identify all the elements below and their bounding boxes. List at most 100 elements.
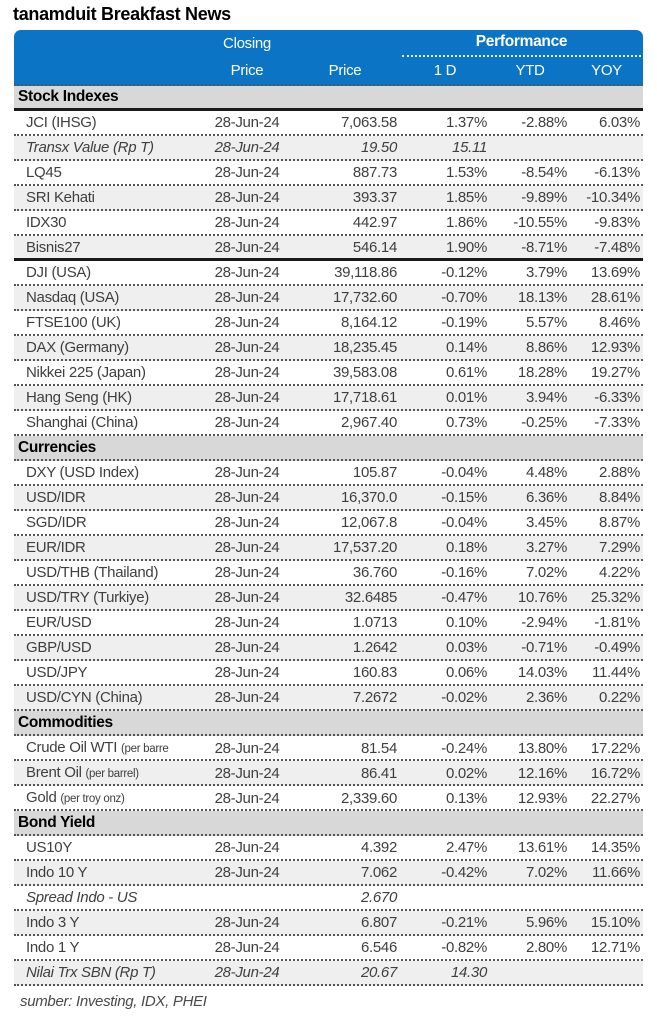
row-label: Nasdaq (USA) <box>26 289 120 306</box>
row-label-unit: (per barrel) <box>85 768 140 780</box>
section-header-stock-indexes: Stock Indexes <box>14 86 643 111</box>
row-date: 28-Jun-24 <box>214 239 280 256</box>
table-header-row-2: Price Price 1 D YTD YOY <box>14 57 643 84</box>
row-1d: 0.03% <box>445 639 487 656</box>
row-yoy: 28.61% <box>590 289 640 306</box>
row-price: 1.0713 <box>352 614 397 631</box>
row-date: 28-Jun-24 <box>214 314 280 331</box>
row-ytd: 12.16% <box>517 765 567 782</box>
row-date: 28-Jun-24 <box>214 139 280 156</box>
row-date: 28-Jun-24 <box>214 389 280 406</box>
row-yoy: 16.72% <box>590 765 640 782</box>
row-label: Bisnis27 <box>26 239 81 256</box>
row-yoy: 12.71% <box>590 939 640 956</box>
row-1d: -0.15% <box>441 489 487 506</box>
row-date: 28-Jun-24 <box>214 689 280 706</box>
row-date: 28-Jun-24 <box>214 264 280 281</box>
row-yoy: -7.48% <box>594 239 640 256</box>
row-1d: -0.16% <box>441 564 487 581</box>
row-date: 28-Jun-24 <box>214 414 280 431</box>
table-row: EUR/USD 28-Jun-24 1.0713 0.10% -2.94% -1.81% <box>14 611 643 636</box>
table-row: Crude Oil WTI (per barre 28-Jun-24 81.54 -0… <box>14 736 643 761</box>
row-1d: -0.21% <box>441 914 487 931</box>
row-1d: -0.42% <box>441 864 487 881</box>
row-1d: 1.53% <box>445 164 487 181</box>
table-row: Nikkei 225 (Japan) 28-Jun-24 39,583.08 0.61… <box>14 361 643 386</box>
row-price: 6.546 <box>360 939 397 956</box>
row-1d: 0.06% <box>445 664 487 681</box>
row-yoy: -7.33% <box>594 414 640 431</box>
row-label: Brent Oil (per barrel) <box>26 764 140 781</box>
row-price: 1.2642 <box>352 639 397 656</box>
row-label: JCI (IHSG) <box>26 114 97 131</box>
row-date: 28-Jun-24 <box>214 289 280 306</box>
table-row: US10Y 28-Jun-24 4.392 2.47% 13.61% 14.35% <box>14 836 643 861</box>
row-label: FTSE100 (UK) <box>26 314 121 331</box>
row-yoy: -10.34% <box>586 189 640 206</box>
row-ytd: 13.61% <box>517 839 567 856</box>
row-1d: -0.47% <box>441 589 487 606</box>
row-1d: 0.02% <box>445 765 487 782</box>
row-yoy: 8.87% <box>598 514 640 531</box>
row-yoy: 25.32% <box>590 589 640 606</box>
section-header-commodities: Commodities <box>14 711 643 736</box>
row-1d: 0.73% <box>445 414 487 431</box>
row-1d: -0.70% <box>441 289 487 306</box>
row-date: 28-Jun-24 <box>214 639 280 656</box>
table-row: Transx Value (Rp T) 28-Jun-24 19.50 15.11 <box>14 136 643 161</box>
row-ytd: -2.88% <box>521 114 567 131</box>
row-label: USD/TRY (Turkiye) <box>26 589 149 606</box>
row-ytd: 10.76% <box>517 589 567 606</box>
row-ytd: 2.36% <box>525 689 567 706</box>
section-header-bond-yield: Bond Yield <box>14 811 643 836</box>
row-date: 28-Jun-24 <box>214 489 280 506</box>
row-yoy: -0.49% <box>594 639 640 656</box>
table-row: Brent Oil (per barrel) 28-Jun-24 86.41 0.02… <box>14 761 643 786</box>
row-label: Crude Oil WTI (per barre <box>26 739 169 756</box>
table-header-row-1: Closing Performance <box>14 30 643 57</box>
table-row: Gold (per troy onz) 28-Jun-24 2,339.60 0.13… <box>14 786 643 811</box>
row-yoy: 11.66% <box>592 864 640 881</box>
row-date: 28-Jun-24 <box>214 514 280 531</box>
row-date: 28-Jun-24 <box>214 839 280 856</box>
table-row: Nilai Trx SBN (Rp T) 28-Jun-24 20.67 14.30 <box>14 961 643 986</box>
row-price: 81.54 <box>360 740 397 757</box>
row-date: 28-Jun-24 <box>214 189 280 206</box>
row-label: SGD/IDR <box>26 514 87 531</box>
row-yoy: 19.27% <box>590 364 640 381</box>
row-yoy: 6.03% <box>598 114 640 131</box>
row-price: 16,370.0 <box>341 489 397 506</box>
row-1d: 15.11 <box>452 139 487 156</box>
row-price: 17,718.61 <box>332 389 397 406</box>
row-price: 19.50 <box>360 139 397 156</box>
row-price: 12,067.8 <box>341 514 397 531</box>
col-yoy-label: YOY <box>591 61 622 79</box>
row-label: IDX30 <box>26 214 67 231</box>
row-price: 393.37 <box>352 189 397 206</box>
row-ytd: 5.96% <box>525 914 567 931</box>
row-price: 39,118.86 <box>334 264 397 281</box>
table-row: FTSE100 (UK) 28-Jun-24 8,164.12 -0.19% 5.57%… <box>14 311 643 336</box>
row-date: 28-Jun-24 <box>214 765 280 782</box>
row-date: 28-Jun-24 <box>214 939 280 956</box>
row-yoy: 8.84% <box>598 489 640 506</box>
row-price: 7.062 <box>360 864 397 881</box>
col-closing-label-line2: Price <box>230 61 264 79</box>
row-label: SRI Kehati <box>26 189 95 206</box>
row-ytd: 18.28% <box>517 364 567 381</box>
row-label: Gold (per troy onz) <box>26 789 125 806</box>
table-row: Indo 3 Y 28-Jun-24 6.807 -0.21% 5.96% 15.10% <box>14 911 643 936</box>
row-yoy: 4.22% <box>598 564 640 581</box>
row-1d: -0.04% <box>441 514 487 531</box>
table-row: SGD/IDR 28-Jun-24 12,067.8 -0.04% 3.45% 8.87% <box>14 511 643 536</box>
row-date: 28-Jun-24 <box>214 664 280 681</box>
row-price: 17,537.20 <box>332 539 397 556</box>
row-price: 7,063.58 <box>341 114 397 131</box>
row-1d: 0.18% <box>445 539 487 556</box>
row-date: 28-Jun-24 <box>214 339 280 356</box>
table-header: Closing Performance Price Price 1 D YTD … <box>14 30 643 86</box>
row-ytd: -8.54% <box>521 164 567 181</box>
row-label: Indo 3 Y <box>26 914 80 931</box>
row-date: 28-Jun-24 <box>214 864 280 881</box>
row-label: DJI (USA) <box>26 264 91 281</box>
